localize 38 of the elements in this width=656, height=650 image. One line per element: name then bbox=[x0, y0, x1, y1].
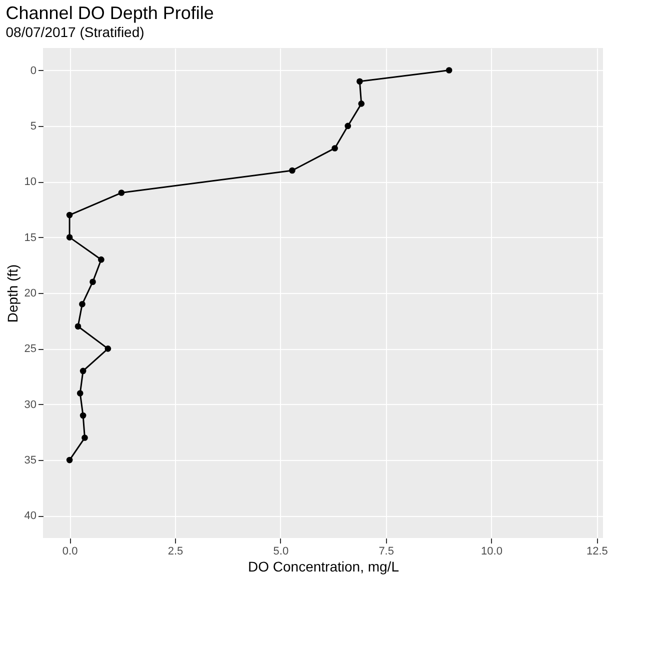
y-tick-label: 35 bbox=[24, 454, 36, 467]
chart-title: Channel DO Depth Profile bbox=[6, 3, 214, 23]
x-tick-label: 0.0 bbox=[62, 546, 78, 558]
y-axis-title: Depth (ft) bbox=[4, 264, 20, 323]
y-tick-label: 25 bbox=[24, 343, 36, 356]
point bbox=[358, 100, 365, 107]
point bbox=[66, 456, 73, 464]
chart-subtitle: 08/07/2017 (Stratified) bbox=[6, 24, 144, 40]
point bbox=[289, 167, 296, 174]
y-tick-label: 0 bbox=[30, 64, 36, 77]
point bbox=[80, 368, 86, 374]
point bbox=[344, 122, 352, 130]
point bbox=[76, 390, 84, 396]
x-tick-label: 12.5 bbox=[586, 546, 608, 558]
point bbox=[104, 346, 112, 352]
point bbox=[66, 212, 73, 218]
x-tick-label: 7.5 bbox=[378, 546, 394, 558]
y-tick-label: 15 bbox=[24, 232, 36, 244]
y-tick-label: 30 bbox=[24, 398, 36, 411]
point bbox=[74, 323, 82, 330]
point bbox=[90, 278, 96, 286]
point bbox=[98, 256, 104, 263]
x-tick-label: 10.0 bbox=[481, 546, 502, 558]
point bbox=[332, 145, 338, 152]
y-tick-label: 20 bbox=[24, 288, 36, 300]
y-tick-label: 40 bbox=[24, 510, 36, 522]
point bbox=[82, 434, 88, 441]
point bbox=[118, 190, 125, 196]
point bbox=[79, 300, 86, 308]
y-tick-label: 10 bbox=[24, 176, 36, 188]
y-tick-label: 5 bbox=[30, 120, 36, 132]
x-axis-title: DO Concentration, mg/L bbox=[248, 558, 400, 574]
x-tick-label: 2.5 bbox=[168, 546, 184, 558]
point bbox=[80, 412, 86, 419]
x-tick-label: 5.0 bbox=[273, 546, 289, 558]
point bbox=[446, 67, 452, 74]
point bbox=[356, 78, 363, 85]
point bbox=[66, 234, 73, 240]
